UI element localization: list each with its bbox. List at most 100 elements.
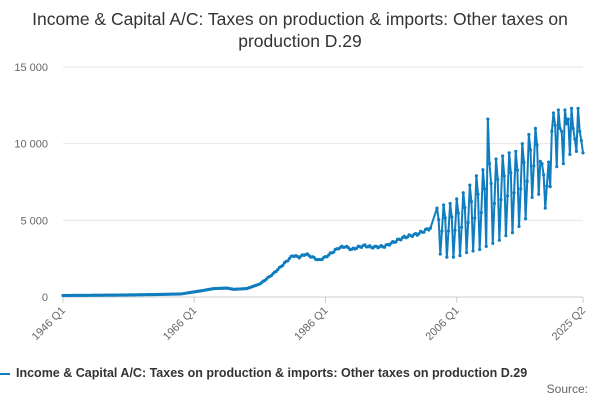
data-point <box>571 126 575 130</box>
data-point <box>565 122 569 126</box>
data-point <box>553 123 557 127</box>
data-point <box>532 164 536 168</box>
data-point <box>441 203 446 207</box>
data-point <box>450 215 454 219</box>
data-point <box>533 126 538 130</box>
data-point <box>286 259 290 263</box>
series-line <box>62 107 584 297</box>
data-point <box>545 184 549 188</box>
data-point <box>569 106 574 110</box>
data-point <box>501 154 505 158</box>
data-point <box>550 129 554 133</box>
legend[interactable]: Income & Capital A/C: Taxes on productio… <box>0 366 600 384</box>
data-point <box>504 234 508 238</box>
x-tick-label: 1966 Q1 <box>161 305 199 343</box>
data-point <box>476 192 480 196</box>
y-tick-label: 15 000 <box>14 62 48 74</box>
data-point <box>460 225 464 229</box>
gridlines <box>63 66 583 298</box>
data-point <box>435 206 439 210</box>
data-point <box>448 201 452 206</box>
series-group <box>61 106 585 298</box>
data-point <box>573 137 577 141</box>
data-point <box>563 108 567 112</box>
data-point <box>494 157 498 161</box>
data-point <box>458 254 462 258</box>
data-point <box>417 232 421 236</box>
data-point <box>469 199 474 204</box>
data-point <box>522 160 526 165</box>
legend-label: Income & Capital A/C: Taxes on productio… <box>16 366 528 380</box>
data-point <box>537 192 541 196</box>
x-tick-label: 2025 Q2 <box>550 305 588 343</box>
data-point <box>558 126 562 130</box>
data-point <box>428 226 433 230</box>
data-point <box>502 174 506 178</box>
data-point <box>478 247 482 252</box>
data-point <box>491 241 495 245</box>
data-point <box>466 221 470 225</box>
data-point <box>568 152 572 156</box>
data-point <box>527 132 531 137</box>
data-point <box>505 194 510 198</box>
data-point <box>394 240 398 244</box>
y-tick-label: 10 000 <box>14 139 48 151</box>
data-point <box>276 267 280 272</box>
data-point <box>556 108 560 112</box>
data-point <box>487 162 492 166</box>
data-point <box>507 151 511 155</box>
data-point <box>510 231 515 235</box>
data-point <box>474 174 478 178</box>
data-point <box>548 185 552 189</box>
data-point <box>443 216 447 220</box>
data-point <box>492 201 497 206</box>
data-point <box>519 187 523 191</box>
data-point <box>530 195 534 199</box>
data-point <box>515 168 519 172</box>
data-point <box>453 228 457 232</box>
data-point <box>437 217 441 222</box>
data-point <box>468 183 472 187</box>
data-point <box>410 234 414 239</box>
chart-title: Income & Capital A/C: Taxes on productio… <box>32 9 568 51</box>
y-tick-label: 0 <box>42 292 48 304</box>
x-tick-label: 1986 Q1 <box>292 305 330 343</box>
data-point <box>514 149 518 153</box>
source-label: Source: <box>546 382 588 396</box>
data-point <box>484 244 488 248</box>
data-point <box>399 238 403 242</box>
data-point <box>456 211 460 215</box>
data-point <box>546 160 551 164</box>
data-point <box>497 238 501 242</box>
y-axis-ticks: 0 5 000 10 000 15 000 <box>14 62 48 304</box>
data-point <box>440 229 444 233</box>
data-point <box>543 206 547 210</box>
data-point <box>542 173 546 177</box>
data-point <box>422 230 426 234</box>
data-point <box>520 142 524 146</box>
data-point <box>438 252 442 256</box>
data-point <box>540 162 544 166</box>
data-point <box>482 187 487 191</box>
data-point <box>287 257 291 261</box>
data-point <box>451 255 456 259</box>
data-point <box>551 111 556 115</box>
data-point <box>479 211 483 215</box>
data-point <box>471 249 475 253</box>
data-point <box>496 177 500 181</box>
data-point <box>566 117 570 121</box>
data-point <box>579 139 583 143</box>
x-tick-label: 2006 Q1 <box>423 305 461 343</box>
data-point <box>576 106 580 110</box>
legend-swatch <box>0 372 10 375</box>
x-axis-ticks: 1946 Q1 1966 Q1 1986 Q1 2006 Q1 2025 Q2 <box>30 297 588 343</box>
data-point <box>446 229 451 233</box>
data-point <box>517 224 521 229</box>
data-point <box>464 250 469 255</box>
data-point <box>523 217 528 221</box>
data-point <box>555 165 559 169</box>
data-point <box>499 198 503 202</box>
data-point <box>481 168 485 172</box>
data-point <box>538 159 542 163</box>
